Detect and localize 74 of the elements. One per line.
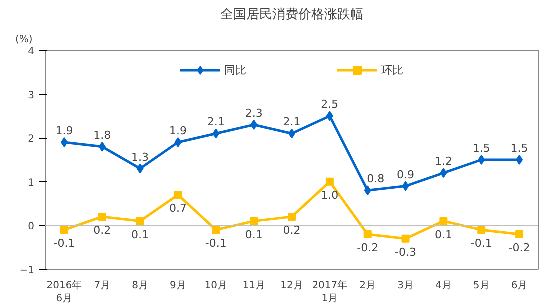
point <box>212 226 220 234</box>
data-label: 1.2 <box>434 155 452 168</box>
legend-label: 同比 <box>224 62 246 78</box>
point <box>516 155 524 165</box>
data-label: 2.1 <box>283 116 301 129</box>
x-tick-label: 2017年 1月 <box>312 280 348 305</box>
data-label: 0.8 <box>367 172 385 186</box>
x-tick-label: 2016年 6月 <box>46 280 82 305</box>
data-label: -0.3 <box>395 246 417 259</box>
point <box>440 217 448 226</box>
point <box>212 128 220 139</box>
x-tick-label: 11月 <box>242 280 266 292</box>
chart-title: 全国居民消费价格涨跌幅 <box>220 8 364 22</box>
data-label: 2.5 <box>321 98 339 112</box>
point <box>478 155 486 165</box>
data-label: 1.8 <box>94 128 112 142</box>
point <box>136 164 144 174</box>
point <box>288 212 296 221</box>
point <box>364 230 372 238</box>
data-label: -0.2 <box>357 241 379 254</box>
x-tick-label: 10月 <box>204 280 228 292</box>
data-label: 0.7 <box>169 202 187 216</box>
y-tick-label: −1 <box>20 266 35 276</box>
x-tick-label: 7月 <box>94 280 111 292</box>
point <box>326 178 334 186</box>
data-label: 1.5 <box>510 142 528 155</box>
data-label: 2.1 <box>207 116 225 129</box>
x-tick-label: 3月 <box>398 280 414 292</box>
data-label: 1.0 <box>321 188 339 202</box>
data-label: 1.9 <box>169 124 187 138</box>
data-label: 1.3 <box>132 150 150 164</box>
point <box>98 212 106 221</box>
data-label: 0.1 <box>434 228 452 242</box>
data-label: 0.1 <box>132 228 150 242</box>
y-tick-label: 4 <box>28 46 35 58</box>
data-label: 0.2 <box>283 224 301 237</box>
point <box>60 137 68 148</box>
legend-label: 环比 <box>382 62 404 78</box>
data-label: 1.5 <box>472 142 490 155</box>
data-label: -0.1 <box>205 237 227 250</box>
data-label: 0.1 <box>245 228 263 242</box>
x-tick-label: 8月 <box>132 280 148 292</box>
point <box>516 230 524 238</box>
point <box>250 217 258 226</box>
data-label: 2.3 <box>245 106 263 120</box>
y-tick-label: 3 <box>28 90 35 102</box>
point <box>402 234 410 243</box>
y-axis-title: (%) <box>16 34 33 46</box>
y-tick-label: 0 <box>28 222 35 233</box>
point <box>174 137 182 148</box>
data-label: -0.2 <box>508 241 530 254</box>
point <box>402 181 410 192</box>
x-tick-label: 9月 <box>170 280 186 292</box>
y-tick-label: 2 <box>28 134 35 146</box>
x-tick-label: 2月 <box>360 280 376 292</box>
x-tick-label: 4月 <box>436 280 452 292</box>
x-tick-label: 5月 <box>473 280 490 292</box>
point <box>364 186 372 196</box>
point <box>98 142 106 152</box>
point <box>326 111 334 122</box>
data-label: 0.2 <box>94 224 112 237</box>
x-tick-label: 6月 <box>511 280 528 292</box>
data-label: 0.9 <box>397 168 415 182</box>
data-label: -0.1 <box>470 237 492 250</box>
point <box>60 226 68 234</box>
y-tick-label: 1 <box>28 178 35 189</box>
point <box>250 120 258 130</box>
data-label: 1.9 <box>56 124 74 138</box>
point <box>174 191 182 200</box>
point <box>478 226 486 234</box>
point <box>440 168 448 178</box>
point <box>136 217 144 226</box>
x-tick-label: 12月 <box>280 280 304 292</box>
data-label: -0.1 <box>54 237 76 250</box>
